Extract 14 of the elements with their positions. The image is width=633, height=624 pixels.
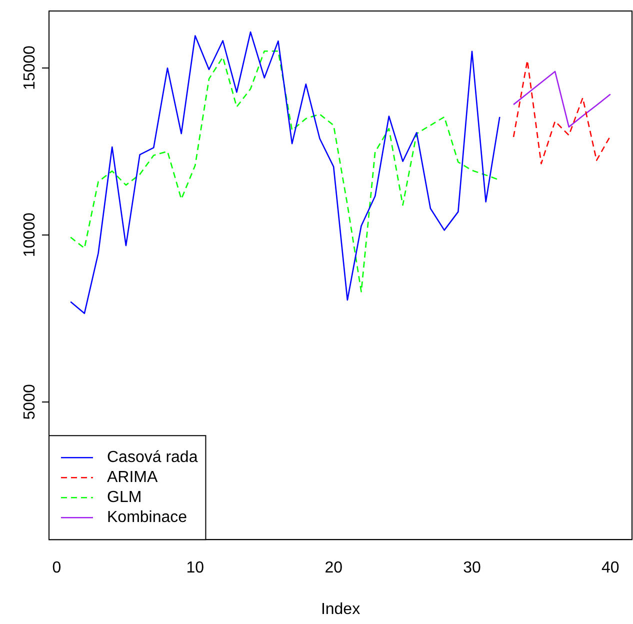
y-tick-label: 15000 bbox=[21, 45, 38, 90]
x-tick-label: 40 bbox=[602, 560, 620, 577]
legend-label: Kombinace bbox=[107, 509, 188, 526]
x-tick-label: 10 bbox=[186, 560, 204, 577]
x-tick-label: 30 bbox=[463, 560, 481, 577]
legend-label: ARIMA bbox=[107, 469, 158, 486]
legend-label: GLM bbox=[107, 489, 142, 506]
y-tick-label: 5000 bbox=[21, 384, 38, 420]
line-series bbox=[512, 60, 612, 164]
x-tick-label: 0 bbox=[52, 560, 62, 577]
legend-label: Casová rada bbox=[107, 449, 198, 466]
y-tick-label: 10000 bbox=[21, 212, 38, 258]
x-axis-title: Index bbox=[320, 600, 360, 618]
x-tick-label: 20 bbox=[324, 560, 343, 577]
